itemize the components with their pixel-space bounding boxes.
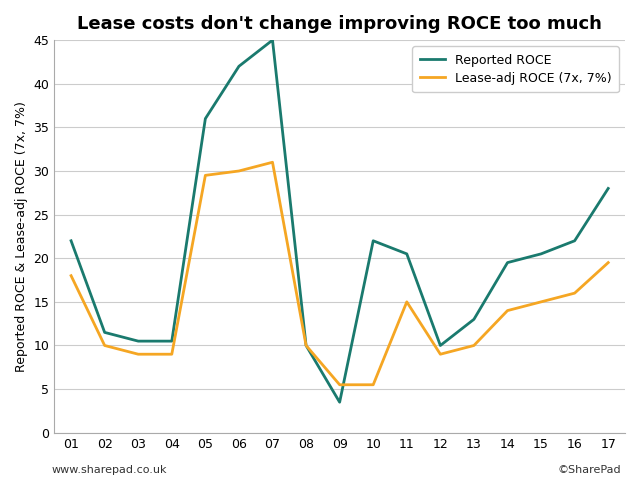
Lease-adj ROCE (7x, 7%) [134,351,142,357]
Lease-adj ROCE (7x, 7%) [302,343,310,348]
Lease-adj ROCE (7x, 7%) [504,308,511,313]
Reported ROCE [269,37,276,43]
Reported ROCE [403,251,411,257]
Lease-adj ROCE (7x, 7%) [168,351,175,357]
Reported ROCE [336,399,344,405]
Reported ROCE [504,260,511,265]
Lease-adj ROCE (7x, 7%) [369,382,377,388]
Reported ROCE [537,251,545,257]
Lease-adj ROCE (7x, 7%) [269,159,276,165]
Line: Lease-adj ROCE (7x, 7%): Lease-adj ROCE (7x, 7%) [71,162,608,385]
Lease-adj ROCE (7x, 7%) [202,172,209,178]
Reported ROCE [168,338,175,344]
Lease-adj ROCE (7x, 7%) [67,273,75,278]
Lease-adj ROCE (7x, 7%) [101,343,109,348]
Text: ©SharePad: ©SharePad [557,465,621,475]
Reported ROCE [67,238,75,244]
Legend: Reported ROCE, Lease-adj ROCE (7x, 7%): Reported ROCE, Lease-adj ROCE (7x, 7%) [412,47,619,92]
Lease-adj ROCE (7x, 7%) [470,343,478,348]
Y-axis label: Reported ROCE & Lease-adj ROCE (7x, 7%): Reported ROCE & Lease-adj ROCE (7x, 7%) [15,101,28,372]
Reported ROCE [436,343,444,348]
Lease-adj ROCE (7x, 7%) [403,299,411,305]
Reported ROCE [134,338,142,344]
Lease-adj ROCE (7x, 7%) [336,382,344,388]
Lease-adj ROCE (7x, 7%) [436,351,444,357]
Reported ROCE [202,116,209,121]
Text: www.sharepad.co.uk: www.sharepad.co.uk [51,465,166,475]
Reported ROCE [101,330,109,336]
Reported ROCE [302,343,310,348]
Reported ROCE [571,238,579,244]
Line: Reported ROCE: Reported ROCE [71,40,608,402]
Lease-adj ROCE (7x, 7%) [604,260,612,265]
Lease-adj ROCE (7x, 7%) [235,168,243,174]
Reported ROCE [369,238,377,244]
Title: Lease costs don't change improving ROCE too much: Lease costs don't change improving ROCE … [77,15,602,33]
Reported ROCE [235,63,243,69]
Reported ROCE [470,316,478,322]
Lease-adj ROCE (7x, 7%) [537,299,545,305]
Reported ROCE [604,186,612,192]
Lease-adj ROCE (7x, 7%) [571,290,579,296]
